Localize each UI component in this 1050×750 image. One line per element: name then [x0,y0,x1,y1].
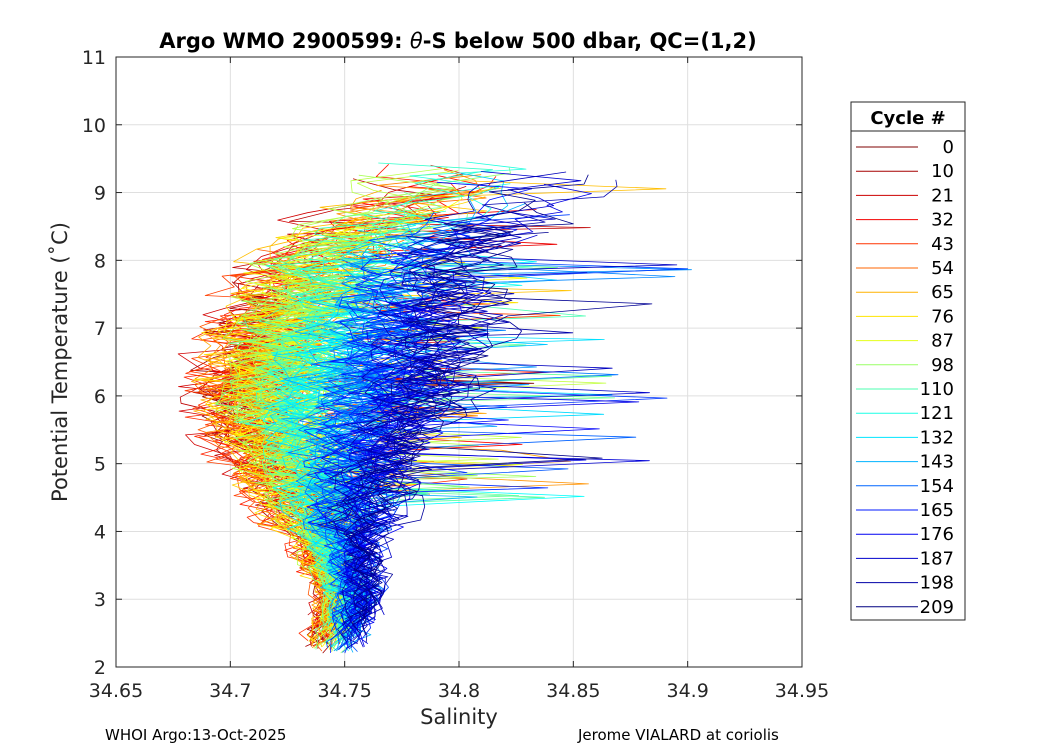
legend: Cycle # 0 10 21 32 43 54 65 76 87 98 110 121 132 143 1… [850,101,966,621]
legend-entries: 0 10 21 32 43 54 65 76 87 98 110 121 132 143 154 165 176… [856,137,954,618]
data-lines [177,161,692,654]
x-tick-label: 34.75 [317,680,371,702]
y-tick-label: 7 [94,318,106,340]
cycle-profile-line [333,171,567,645]
legend-label: 65 [931,282,954,303]
legend-label: 0 [943,137,954,158]
legend-label: 132 [920,427,954,448]
legend-label: 154 [920,476,954,497]
y-tick-labels: 2 3 4 5 6 7 8 9 10 11 [82,47,106,679]
legend-box [850,101,966,621]
y-tick-label: 5 [94,454,106,476]
cycle-profile-line [352,274,650,616]
cycle-profile-line [264,351,344,624]
cycle-profile-line [340,358,442,641]
y-tick-label: 9 [94,183,106,205]
legend-label: 187 [920,548,954,569]
cycle-profile-line [272,286,373,640]
x-tick-labels: 34.65 34.7 34.75 34.8 34.85 34.9 34.95 [89,680,829,702]
cycle-profile-line [321,272,588,630]
legend-label: 10 [931,161,954,182]
legend-label: 54 [931,258,954,279]
cycle-profile-line [306,248,425,631]
cycle-profile-line [323,300,640,650]
cycle-profile-line [334,272,650,635]
y-tick-label: 10 [82,115,106,137]
cycle-profile-line [317,323,418,639]
x-tick-label: 34.95 [775,680,829,702]
axis-ticks [115,56,803,668]
legend-label: 165 [920,500,954,521]
cycle-profile-line [194,249,443,625]
legend-label: 176 [920,524,954,545]
y-tick-label: 11 [82,47,106,69]
cycle-profile-line [203,225,466,648]
cycle-profile-line [314,181,532,653]
cycle-profile-line [355,179,618,636]
x-tick-label: 34.65 [89,680,143,702]
chart-title: Argo WMO 2900599: θ-S below 500 dbar, QC… [159,29,756,53]
x-tick-label: 34.9 [667,680,709,702]
cycle-profile-line [345,224,514,634]
cycle-profile-line [353,202,603,630]
cycle-profile-line [328,174,589,621]
legend-label: 98 [931,355,954,376]
cycle-profile-line [303,295,413,633]
cycle-profile-line [220,167,448,623]
legend-label: 121 [920,403,954,424]
legend-label: 143 [920,452,954,473]
legend-label: 21 [931,185,954,206]
x-tick-label: 34.85 [546,680,600,702]
cycle-profile-line [262,303,605,627]
cycle-profile-line [214,170,522,635]
legend-label: 198 [920,573,954,594]
legend-label: 43 [931,234,954,255]
y-tick-label: 8 [94,250,106,272]
cycle-profile-line [342,365,447,620]
y-tick-label: 2 [94,657,106,679]
legend-label: 76 [931,306,954,327]
legend-title: Cycle # [870,108,945,129]
footer-right: Jerome VIALARD at coriolis [577,726,779,744]
legend-label: 110 [920,379,954,400]
legend-label: 32 [931,210,954,231]
legend-label: 87 [931,331,954,352]
y-tick-label: 4 [94,521,106,543]
cycle-profile-line [354,313,523,644]
x-axis-label: Salinity [420,705,498,729]
cycle-profile-line [227,300,346,643]
cycle-profile-line [262,298,353,621]
legend-label: 209 [920,597,954,618]
y-tick-label: 6 [94,386,106,408]
x-tick-label: 34.7 [209,680,251,702]
footer-left: WHOI Argo:13-Oct-2025 [105,726,286,744]
x-tick-label: 34.8 [438,680,480,702]
y-axis-label: Potential Temperature (˚C) [48,222,72,502]
cycle-profile-line [337,360,436,639]
cycle-profile-line [348,247,504,615]
y-tick-label: 3 [94,589,106,611]
